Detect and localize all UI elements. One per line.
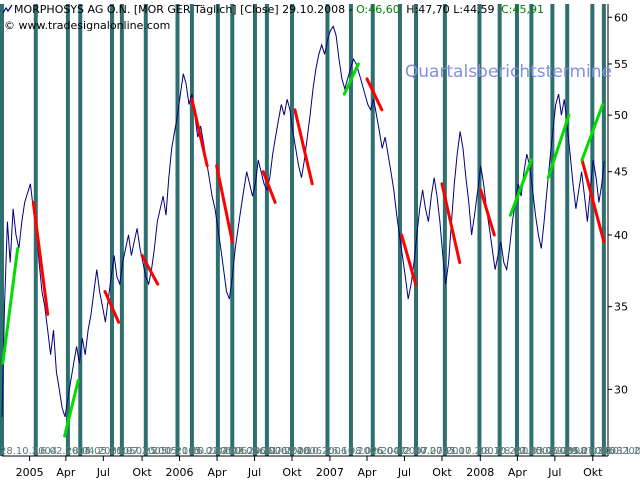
report-date-label: 25.10.2007 <box>443 446 500 457</box>
x-tick-label: Apr <box>508 466 528 479</box>
trend-down-segment <box>440 182 462 264</box>
report-date-label: 21.10.2005 <box>175 446 232 457</box>
report-date-labels: 28.10.200416.02.200528.04.200504.05.2005… <box>0 446 640 457</box>
report-date-label: 04.05.2005 <box>78 446 135 457</box>
header-open: O:46,60 <box>356 3 400 16</box>
x-axis: 2005 Apr Jul Okt 2006 Apr Jul Okt 2007 Apr Jul Okt 2… <box>2 455 608 479</box>
trend-down-segment <box>580 158 606 244</box>
report-date-label: 21.03.2008 <box>515 446 572 457</box>
trend-down-segment <box>261 170 277 204</box>
x-tick-label: 2006 <box>166 466 194 479</box>
trend-down-segment <box>293 108 314 186</box>
header-title: MORPHOSYS AG O.N. [MOR GER Täglich] [Clo… <box>14 3 353 16</box>
trend-down-segment <box>400 233 418 286</box>
report-date-label: 21.07.2005 <box>110 446 167 457</box>
trend-down-segment <box>215 164 234 244</box>
y-tick-label: 30 <box>614 383 628 396</box>
trend-up-segment <box>580 103 605 162</box>
report-date-label: 26.04.2007 <box>371 446 428 457</box>
report-date-label: 02.05.2006 <box>230 446 287 457</box>
report-date-label: 06.07.2006 <box>253 446 310 457</box>
report-date-label: 28.10.2007 <box>477 446 534 457</box>
report-date-label: 02.07.2007 <box>398 446 455 457</box>
trend-down-segment <box>103 290 121 324</box>
x-tick-label: Jul <box>247 466 261 479</box>
report-date-label: 08.02.2007 <box>349 446 406 457</box>
trend-down-segment <box>140 253 160 286</box>
y-tick-label: 55 <box>614 58 628 71</box>
report-date-label: 29.05.2008 <box>550 446 607 457</box>
trend-down-segment <box>365 77 384 112</box>
trend-up-segment <box>546 113 571 180</box>
report-date-label: 29.07.2005 <box>120 446 177 457</box>
report-date-label: 16.02.2005 <box>34 446 91 457</box>
chart-header: MORPHOSYS AG O.N. [MOR GER Täglich] [Clo… <box>2 3 544 32</box>
y-tick-label: 45 <box>614 166 628 179</box>
price-series <box>1 25 605 418</box>
trend-up-segment <box>508 158 533 217</box>
trend-up-segment <box>342 62 360 96</box>
x-tick-label: Okt <box>282 466 302 479</box>
report-date-label: 28.10.2004 <box>0 446 57 457</box>
header-high-low: H:47,70 L:44,59 <box>406 3 494 16</box>
report-date-label: 03.10.2008 <box>590 446 640 457</box>
x-tick-label: 2005 <box>16 466 44 479</box>
price-line <box>1 25 605 418</box>
y-tick-label: 40 <box>614 229 628 242</box>
report-date-label: 30.07.2007 <box>414 446 471 457</box>
report-date-label: 05.05.2008 <box>529 446 586 457</box>
report-date-label: 24.10.2006 <box>290 446 347 457</box>
x-tick-label: Okt <box>583 466 603 479</box>
trend-up-segment <box>63 379 80 438</box>
report-date-label: 26.10.2006 <box>325 446 382 457</box>
header-source: © www.tradesignalonline.com <box>4 19 170 32</box>
y-tick-label: 35 <box>614 301 628 314</box>
x-tick-label: 2008 <box>466 466 494 479</box>
trend-up-segment <box>1 247 20 365</box>
header-close: C:45,91 <box>501 3 544 16</box>
report-date-label: 25.10.2005 <box>144 446 201 457</box>
x-tick-label: Apr <box>357 466 377 479</box>
svg-text:MORPHOSYS AG O.N. [MOR GER Tä: MORPHOSYS AG O.N. [MOR GER Täglich] [Clo… <box>14 3 544 16</box>
y-tick-label: 50 <box>614 109 628 122</box>
trend-down-segment <box>31 200 50 316</box>
y-axis: 30 35 40 45 50 55 60 <box>607 4 628 456</box>
report-date-label: 29.07.2008 <box>565 446 622 457</box>
trend-down-segment <box>479 188 496 237</box>
trend-down-segment <box>190 97 209 168</box>
x-tick-label: Jul <box>547 466 561 479</box>
x-tick-label: Apr <box>208 466 228 479</box>
x-tick-label: Okt <box>132 466 152 479</box>
x-tick-label: Jul <box>397 466 411 479</box>
y-tick-label: 60 <box>614 11 628 24</box>
watermark-text: Quartalsberichtstermine <box>405 62 612 82</box>
report-date-label: 01.08.2006 <box>265 446 322 457</box>
report-date-label: 28.04.2005 <box>66 446 123 457</box>
x-tick-label: Okt <box>432 466 452 479</box>
x-tick-label: 2007 <box>316 466 344 479</box>
x-tick-label: Jul <box>96 466 110 479</box>
report-date-label: 06.11.2008 <box>602 446 640 457</box>
report-date-label: 28.02.2008 <box>498 446 555 457</box>
watermark: Quartalsberichtstermine <box>405 62 612 82</box>
chart-line-icon <box>2 4 13 14</box>
trend-segments <box>1 62 606 438</box>
x-tick-label: Apr <box>56 466 76 479</box>
report-date-label: 04.04.2006 <box>216 446 273 457</box>
report-date-label: 06.02.2006 <box>190 446 247 457</box>
